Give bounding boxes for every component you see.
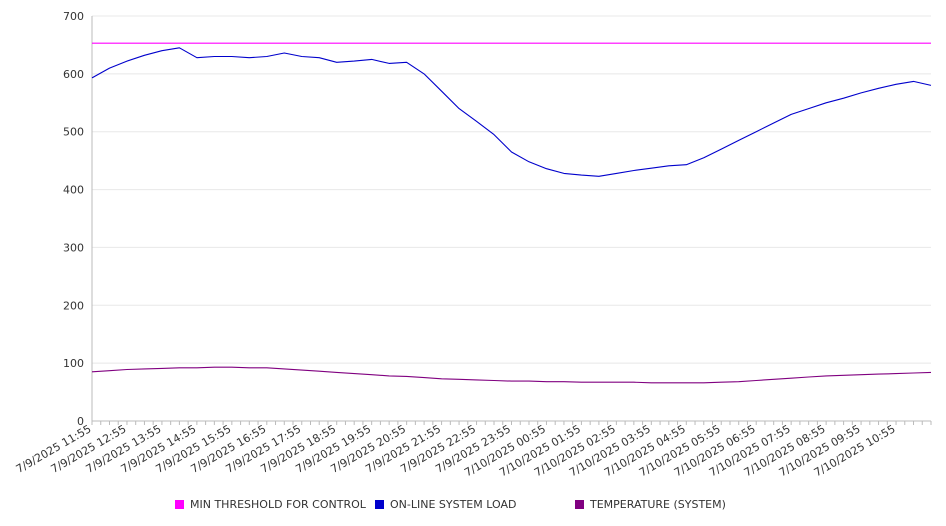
x-axis-ticks: 7/9/2025 11:557/9/2025 12:557/9/2025 13:… <box>14 422 898 479</box>
y-tick-label: 600 <box>63 68 84 81</box>
legend-item-system-load[interactable]: ON-LINE SYSTEM LOAD <box>375 498 516 511</box>
y-tick-label: 400 <box>63 184 84 197</box>
legend-item-min-threshold[interactable]: MIN THRESHOLD FOR CONTROL <box>175 498 366 511</box>
legend-swatch <box>375 500 384 509</box>
y-tick-label: 100 <box>63 357 84 370</box>
y-tick-label: 300 <box>63 241 84 254</box>
y-tick-label: 200 <box>63 299 84 312</box>
legend-label: MIN THRESHOLD FOR CONTROL <box>190 498 366 511</box>
y-axis-ticks: 0 100 200 300 400 500 600 700 <box>63 10 84 428</box>
legend: MIN THRESHOLD FOR CONTROL ON-LINE SYSTEM… <box>0 498 946 514</box>
series-line-2 <box>91 366 932 384</box>
legend-item-temperature[interactable]: TEMPERATURE (SYSTEM) <box>575 498 726 511</box>
y-tick-label: 0 <box>77 415 84 428</box>
legend-swatch <box>575 500 584 509</box>
series-line-1 <box>91 47 932 177</box>
legend-swatch <box>175 500 184 509</box>
legend-label: TEMPERATURE (SYSTEM) <box>590 498 726 511</box>
axes <box>91 16 932 425</box>
series-lines <box>91 42 932 384</box>
y-tick-label: 500 <box>63 126 84 139</box>
legend-label: ON-LINE SYSTEM LOAD <box>390 498 517 511</box>
y-tick-label: 700 <box>63 10 84 23</box>
grid-lines <box>92 15 931 422</box>
